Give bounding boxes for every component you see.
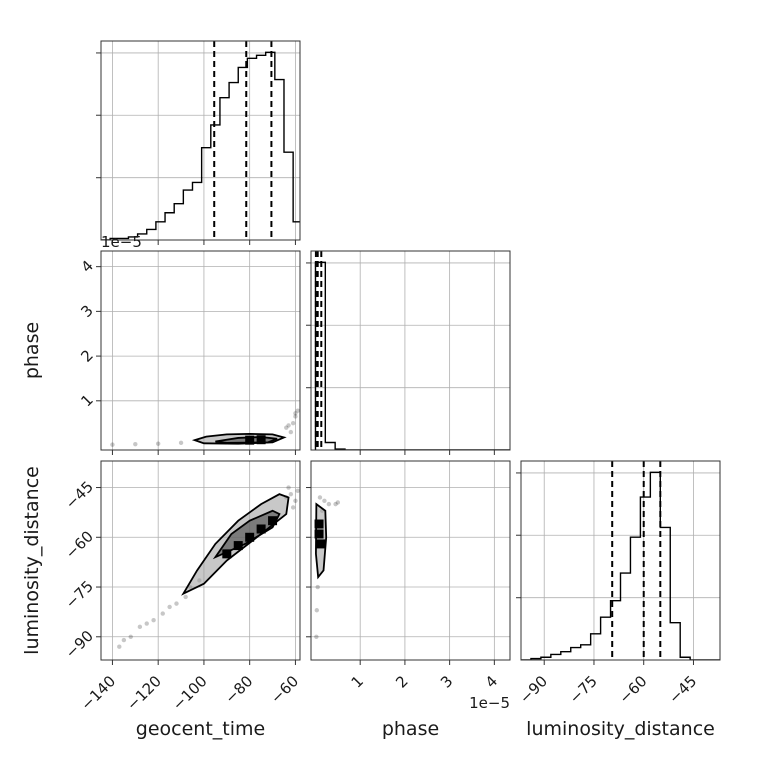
density-peak-cell [256,435,266,445]
y-offset-label: 1e−5 [101,233,142,251]
y-tick-label: 3 [77,301,96,320]
sample-point [293,414,298,419]
x-tick-label: −140 [77,672,119,714]
density-peak-cell [245,532,255,542]
sample-point [110,442,115,447]
histogram-steps [521,471,720,660]
y-tick-label: 4 [77,257,96,276]
sample-point [117,644,122,649]
y-tick-label: −60 [62,527,97,562]
sample-point [155,441,161,446]
sample-point [144,621,149,626]
x-tick-label: −60 [267,672,302,707]
sample-point [174,601,179,606]
sample-point [317,495,323,500]
sample-point [284,425,289,430]
sample-point [288,429,294,435]
x-offset-label: 1e−5 [469,694,510,712]
sample-point [290,420,296,426]
x-tick-label: 4 [482,672,501,691]
x-axis-label: phase [382,718,439,740]
sample-point [128,634,133,639]
density-peak-cell [314,529,324,539]
histogram-phase [306,250,511,451]
sample-point [314,608,320,613]
sample-point [322,498,327,503]
x-axis-label: geocent_time [136,718,265,740]
sample-point [326,501,332,507]
x-tick-label: −100 [169,672,211,714]
panel-frame [310,460,511,661]
sample-point [288,491,294,497]
sample-point [293,411,298,416]
density-peak-cell [316,539,326,549]
panel-frame [310,250,511,451]
density-peak-cell [268,516,278,526]
x-tick-label: 3 [437,672,456,691]
y-tick-label: −90 [62,627,97,662]
x-tick-label: 2 [392,672,411,691]
sample-point [133,441,138,447]
sample-point [295,488,300,494]
sample-point [314,634,319,639]
x-tick-label: −75 [566,672,601,707]
contour-line [191,433,287,445]
y-axis-label: phase [21,322,43,379]
x-tick-label: −90 [516,672,551,707]
y-tick-label: −45 [62,478,97,513]
sample-point [333,501,338,507]
y-axis-label: luminosity_distance [21,466,43,655]
panel-frame [100,40,301,241]
sample-point [183,594,188,600]
histogram-luminosity_distance [516,460,721,661]
y-tick-label: 2 [77,346,96,365]
sample-point [295,408,300,413]
density-content [311,461,510,660]
sample-point [315,584,320,590]
density-content [101,251,300,450]
sample-point [160,611,165,616]
sample-point [293,498,298,503]
histogram-steps [314,261,510,450]
panel-frame [100,250,301,451]
panel-frame [520,460,721,661]
sample-point [286,485,291,490]
x-tick-label: −45 [665,672,700,707]
y-tick-label: −75 [62,577,97,612]
density-content [101,461,300,660]
contour-line [315,502,328,580]
density-geocent_time-vs-phase [100,250,301,451]
sample-point [290,505,296,510]
x-tick-label: −80 [221,672,256,707]
contour-line [212,509,281,560]
sample-point [121,637,127,643]
x-tick-label: −60 [615,672,650,707]
sample-point [178,440,184,446]
x-tick-label: 1 [348,672,367,691]
x-axis-label: luminosity_distance [526,718,715,740]
density-geocent_time-vs-luminosity_distance [100,460,301,661]
density-phase-vs-luminosity_distance [310,460,511,661]
density-peak-cell [245,435,255,445]
sample-point [151,618,156,623]
contour-line [215,436,278,444]
sample-point [137,624,143,630]
x-tick-label: −120 [123,672,165,714]
histogram-geocent_time [96,40,301,241]
density-peak-cell [222,549,232,559]
histogram-steps [101,51,300,240]
density-peak-cell [314,519,324,529]
sample-point [286,423,291,428]
density-peak-cell [256,524,266,534]
contour-line [181,493,290,596]
panel-frame [100,460,301,661]
sample-point [167,604,172,610]
y-tick-label: 1 [77,391,96,410]
sample-point [335,500,341,505]
density-peak-cell [233,541,243,551]
